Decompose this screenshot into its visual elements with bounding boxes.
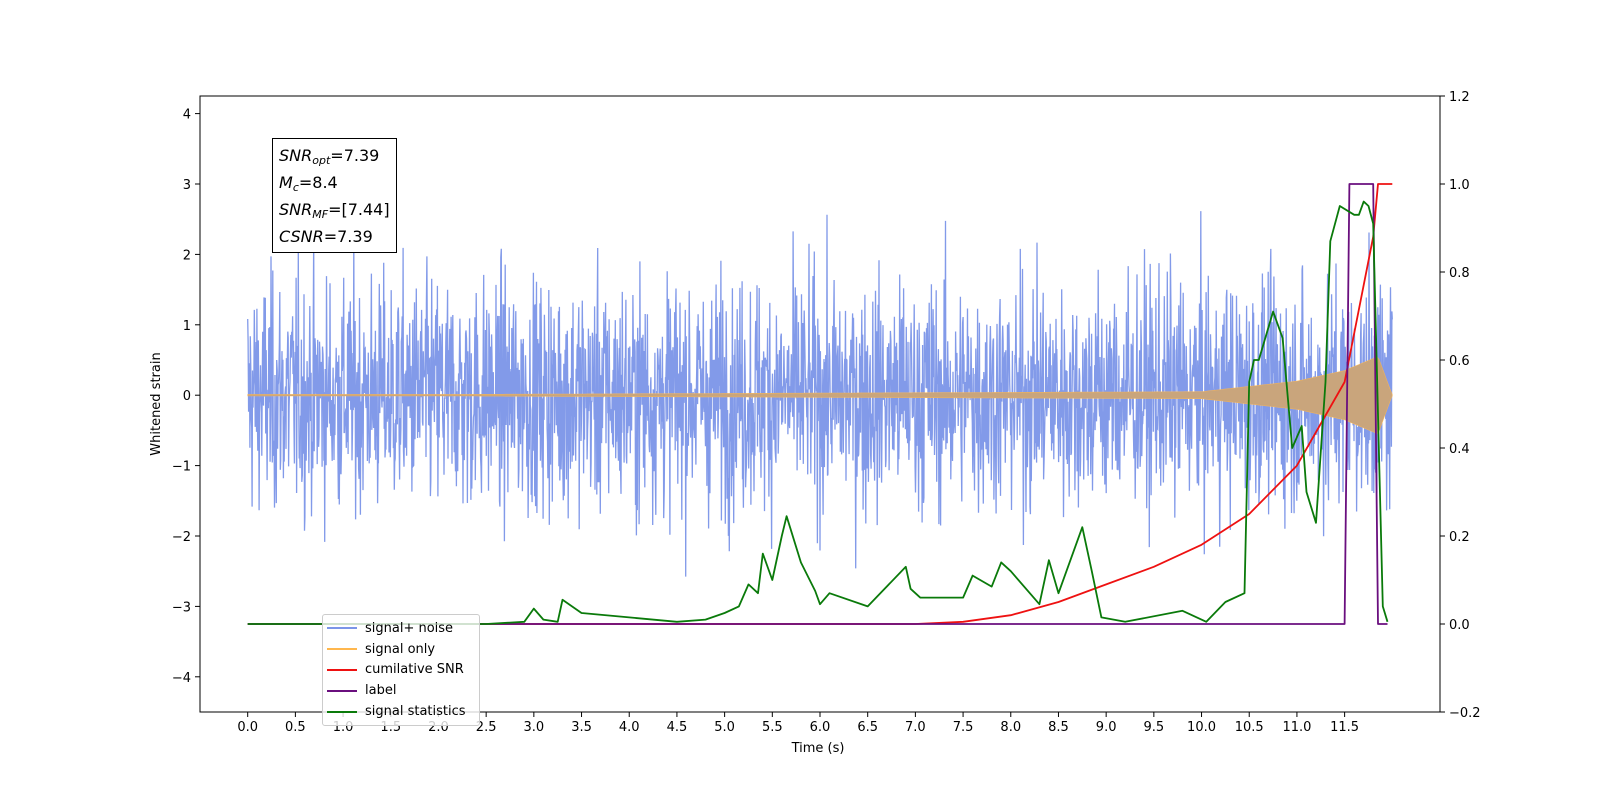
y-tick-label: 2 (183, 248, 191, 263)
x-tick-label: 9.0 (1096, 720, 1117, 735)
legend-swatch (327, 668, 357, 671)
x-tick-label: 7.5 (953, 720, 974, 735)
x-tick-label: 2.5 (476, 720, 497, 735)
x-tick-label: 7.0 (905, 720, 926, 735)
x-tick-label: 4.0 (619, 720, 640, 735)
y2-tick-label: 0.8 (1449, 266, 1470, 281)
y-tick-label: 0 (183, 389, 191, 404)
y-tick-label: −2 (172, 530, 191, 545)
snr-mf-annotation: SNRMF=[7.44] (279, 200, 390, 221)
y-tick-label: 4 (183, 108, 191, 123)
y-tick-label: −1 (172, 460, 191, 475)
x-tick-label: 10.5 (1235, 720, 1264, 735)
x-tick-label: 3.0 (524, 720, 545, 735)
series-label (247, 183, 1388, 625)
x-tick-label: 4.5 (667, 720, 688, 735)
legend-item-cumulative-snr: cumilative SNR (323, 660, 479, 681)
y2-tick-label: 1.2 (1449, 90, 1470, 105)
y2-tick-label: 0.2 (1449, 530, 1470, 545)
legend-item-signal-only: signal only (323, 639, 479, 660)
series-signal-statistics (247, 200, 1389, 625)
legend-swatch (327, 627, 357, 630)
x-tick-label: 6.0 (810, 720, 831, 735)
y-tick-label: −3 (172, 600, 191, 615)
x-tick-label: 9.5 (1144, 720, 1165, 735)
x-tick-label: 8.0 (1000, 720, 1021, 735)
series-cumulative-snr (247, 183, 1393, 625)
annotation-box: SNRopt=7.39 Mc=8.4 SNRMF=[7.44] CSNR=7.3… (272, 138, 397, 253)
x-tick-label: 3.5 (571, 720, 592, 735)
x-tick-label: 11.0 (1282, 720, 1311, 735)
y-tick-label: −4 (172, 671, 191, 686)
x-tick-label: 10.0 (1187, 720, 1216, 735)
y2-tick-label: 0.6 (1449, 354, 1470, 369)
x-tick-label: 8.5 (1048, 720, 1069, 735)
legend-item-signal-statistics: signal statistics (323, 701, 479, 722)
csnr-annotation: CSNR=7.39 (279, 227, 373, 246)
legend-swatch (327, 648, 357, 651)
y2-tick-label: 0.0 (1449, 618, 1470, 633)
x-tick-label: 5.5 (762, 720, 783, 735)
series-signal-only (247, 356, 1393, 434)
legend-swatch (327, 689, 357, 692)
legend-item-label: label (323, 680, 479, 701)
x-tick-label: 6.5 (857, 720, 878, 735)
legend-swatch (327, 710, 357, 713)
chirp-mass-annotation: Mc=8.4 (279, 173, 338, 194)
y2-tick-label: 0.4 (1449, 442, 1470, 457)
snr-opt-annotation: SNRopt=7.39 (279, 146, 380, 167)
series-signal-plus-noise (247, 211, 1393, 577)
legend-item-signal-noise: signal+ noise (323, 618, 479, 639)
x-tick-label: 0.5 (285, 720, 306, 735)
x-axis-label: Time (s) (791, 741, 845, 756)
x-tick-label: 0.0 (237, 720, 258, 735)
x-tick-label: 5.0 (714, 720, 735, 735)
y-axis-label: Whitened strain (149, 352, 164, 455)
y-tick-label: 3 (183, 178, 191, 193)
y2-tick-label: 1.0 (1449, 178, 1470, 193)
x-tick-label: 11.5 (1330, 720, 1359, 735)
y2-tick-label: −0.2 (1449, 706, 1481, 721)
legend: signal+ noise signal only cumilative SNR… (322, 614, 480, 726)
y-tick-label: 1 (183, 319, 191, 334)
